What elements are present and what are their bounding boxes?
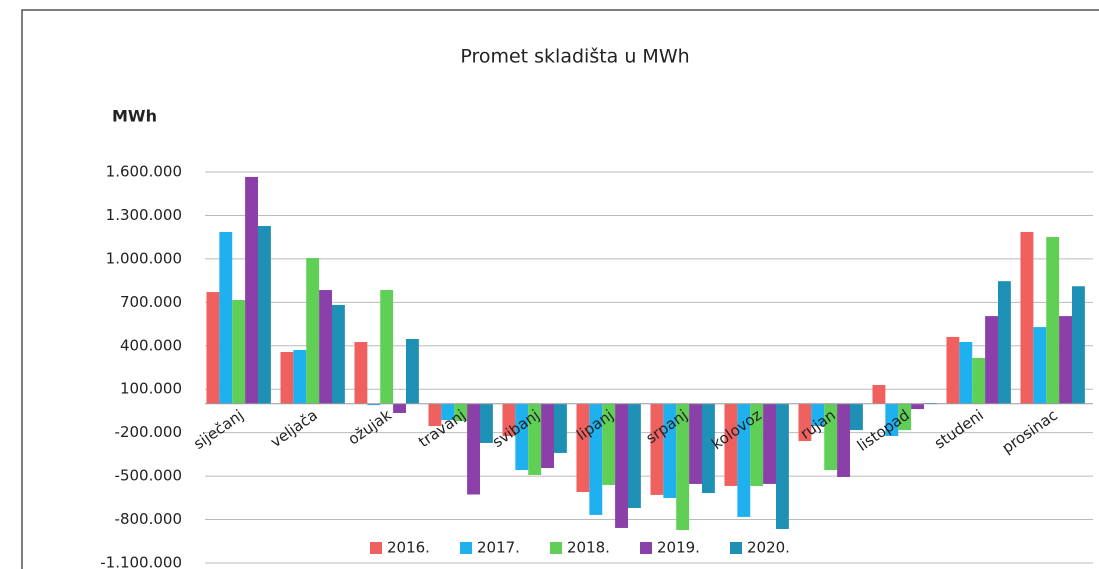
bar (280, 352, 294, 404)
bar (676, 403, 690, 530)
legend-swatch (640, 542, 652, 554)
bar (811, 403, 825, 427)
bar (650, 403, 664, 495)
bar (701, 403, 715, 494)
x-tick-label: siječanj (190, 406, 247, 453)
bar (689, 403, 702, 484)
bar (602, 403, 616, 485)
bar (541, 403, 554, 469)
legend-label: 2016. (387, 539, 430, 557)
x-tick-label: prosinac (999, 406, 1061, 457)
bar (293, 349, 307, 404)
y-tick-label: 1.300.000 (106, 206, 182, 224)
bar (724, 403, 738, 486)
bar (467, 403, 480, 495)
y-tick-label: -200.000 (115, 423, 182, 441)
bar (1046, 237, 1060, 404)
y-tick-label: 700.000 (120, 293, 182, 311)
bar (219, 231, 233, 404)
bar (911, 403, 924, 410)
y-tick-label: -1.100.000 (100, 554, 182, 569)
bar (393, 403, 406, 413)
bar (319, 290, 332, 404)
bar (872, 385, 886, 404)
bar (798, 403, 812, 442)
bar (306, 258, 320, 404)
y-tick-label: 1.000.000 (106, 249, 182, 267)
frame (21, 9, 1099, 569)
bar (405, 338, 419, 404)
bar (898, 403, 912, 431)
bar (331, 304, 345, 404)
legend-swatch (730, 542, 742, 554)
bar (997, 281, 1011, 404)
bar (354, 342, 368, 404)
x-tick-label: studeni (931, 406, 987, 453)
bar (441, 403, 455, 421)
legend-label: 2017. (477, 539, 520, 557)
x-tick-label: veljača (267, 406, 321, 451)
legend-swatch (370, 542, 382, 554)
legend-label: 2019. (657, 539, 700, 557)
legend-label: 2018. (567, 539, 610, 557)
legend-swatch (460, 542, 472, 554)
bar (1033, 327, 1047, 404)
bar (663, 403, 677, 498)
chart-title: Promet skladišta u MWh (460, 46, 689, 68)
bar (257, 226, 271, 404)
legend-swatch (550, 542, 562, 554)
bar (479, 403, 493, 443)
bar (454, 403, 468, 422)
bar (232, 300, 246, 404)
x-tick-label: ožujak (345, 406, 395, 449)
bar (615, 403, 628, 528)
bar (824, 403, 838, 471)
bar (576, 403, 590, 493)
bar (589, 403, 603, 515)
bar (837, 403, 850, 477)
bar (985, 316, 998, 404)
bar (959, 342, 973, 404)
y-tick-label: 100.000 (120, 380, 182, 398)
y-tick-label: -500.000 (115, 467, 182, 485)
bar (428, 403, 442, 427)
bar (627, 403, 641, 508)
bar (1059, 316, 1072, 404)
bar (1020, 231, 1034, 404)
bar (750, 403, 764, 486)
bar (972, 357, 986, 404)
bar (775, 403, 789, 529)
bar (763, 403, 776, 484)
legend-label: 2020. (747, 539, 790, 557)
bar (502, 403, 516, 436)
bar (528, 403, 542, 475)
bar (946, 336, 960, 404)
bar (849, 403, 863, 431)
bar (553, 403, 567, 453)
bar (245, 176, 258, 404)
bar (367, 403, 381, 406)
bar (1071, 286, 1085, 404)
y-tick-label: 1.600.000 (106, 163, 182, 181)
bar (206, 292, 220, 404)
bar (885, 403, 899, 436)
y-tick-label: -800.000 (115, 510, 182, 528)
bar (737, 403, 751, 517)
y-tick-label: 400.000 (120, 336, 182, 354)
bar (515, 403, 529, 471)
bar (380, 290, 394, 404)
y-axis-label: MWh (112, 107, 157, 126)
